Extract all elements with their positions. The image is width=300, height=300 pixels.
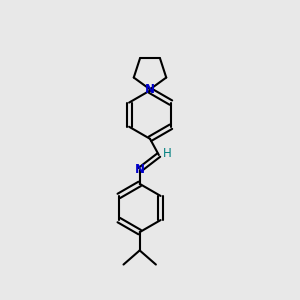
Text: N: N	[135, 163, 145, 176]
Text: H: H	[163, 147, 172, 160]
Text: N: N	[145, 83, 155, 96]
